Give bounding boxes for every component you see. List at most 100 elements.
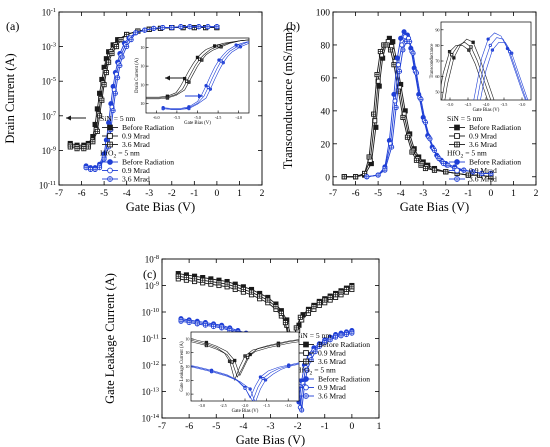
- legend-label-2-1-0: Before Radiation: [318, 375, 370, 384]
- data-point-1-0-9: [390, 39, 396, 45]
- inset-y-tick-label-0-3: 10: [140, 101, 144, 106]
- inset-point-1-3-3: [466, 135, 468, 137]
- legend-header-2-1: HfO2 = 5 nm: [296, 366, 336, 377]
- legend-label-0-1-2: 3.6 Mrad: [122, 175, 150, 184]
- inset-point-2-4-3: [72, 353, 74, 355]
- y-tick-label-1-0: 0: [325, 173, 330, 183]
- inset-point-0-0-18: [325, 36, 327, 38]
- inset-line-0-4: [163, 41, 249, 110]
- inset-x-tick-label-0-1: -5.5: [174, 115, 181, 120]
- inset-y-tick-label-2-1: 10: [185, 350, 189, 355]
- inset-point-2-3-6: [118, 355, 120, 357]
- inset-point-1-4-12: [532, 116, 534, 118]
- inset-point-2-5-6: [118, 356, 120, 358]
- inset-point-1-2-3: [427, 150, 429, 152]
- legend-label-0-0-2: 3.6 Mrad: [122, 140, 150, 149]
- inset-point-2-5-27: [349, 358, 351, 360]
- inset-point-0-4-9: [219, 59, 223, 63]
- inset-point-0-5-15: [274, 37, 276, 39]
- inset-x-tick-label-2-2: -2.0: [242, 403, 249, 408]
- inset-point-1-1-3: [429, 153, 431, 155]
- inset-point-1-1-9: [469, 45, 473, 49]
- panel-0: (a)-7 -6 -5 -4 -3 -2 -1 0 1 210-110-310-510-710-9…: [3, 7, 379, 214]
- x-tick-label-1-8: 1: [511, 189, 516, 199]
- y-tick-label-2-5: 10-13: [142, 386, 159, 397]
- inset-x-tick-label-1-1: -4.5: [465, 102, 472, 107]
- y-tick-label-2-0: 10-8: [145, 254, 159, 265]
- legend-label-0-1-0: Before Radiation: [122, 158, 174, 167]
- y-tick-label-2-1: 10-9: [145, 280, 159, 291]
- inset-line-1-3: [473, 32, 526, 100]
- x-tick-label-0-8: 1: [237, 189, 242, 199]
- x-tick-label-2-3: -4: [239, 422, 247, 432]
- inset-x-tick-label-0-0: -6.0: [153, 115, 160, 120]
- inset-y-tick-label-0-0: 10: [140, 45, 144, 50]
- inset-x-tick-label-1-3: -3.5: [501, 102, 508, 107]
- inset-0: -6.0 -5.5 -5.0 -4.5 -4.0 10 10 10 10 Gate Bias (V…: [135, 35, 379, 126]
- legend-label-2-0-0: Before Radiation: [318, 340, 370, 349]
- inset-point-0-3-15: [274, 37, 276, 39]
- inset-point-0-4-6: [206, 85, 210, 90]
- y-tick-label-0-0: 10-1: [42, 7, 56, 18]
- y-tick-label-0-2: 10-5: [42, 76, 56, 87]
- inset-point-2-2-9: [159, 335, 161, 337]
- inset-x-tick-label-2-0: -3.0: [198, 403, 205, 408]
- inset-point-2-1-15: [230, 360, 234, 364]
- legend-marker-1-0-1: [454, 133, 460, 139]
- legend-label-0-0-0: Before Radiation: [122, 123, 174, 132]
- x-tick-label-1-5: -2: [442, 189, 450, 199]
- x-axis-label-2: Gate Bias (V): [236, 433, 305, 447]
- inset-x-tick-label-0-3: -4.5: [215, 115, 222, 120]
- inset-line-2-3: [191, 362, 299, 399]
- inset-point-0-5-21: [377, 35, 379, 37]
- inset-x-axis-label-2: Gate Bias (V): [232, 409, 259, 414]
- inset-frame-1: [440, 21, 532, 101]
- inset-point-2-2-3: [66, 328, 68, 330]
- y-tick-label-1-2: 40: [321, 107, 331, 117]
- legend-label-1-1-1: 0.9 Mrad: [469, 166, 497, 175]
- inset-point-2-0-15: [233, 358, 237, 363]
- inset-point-2-3-9: [164, 360, 166, 362]
- inset-point-1-0-3: [431, 157, 433, 159]
- inset-series-2: [20, 327, 351, 401]
- data-point-1-3-6: [398, 35, 404, 41]
- inset-point-2-4-18: [261, 376, 265, 381]
- inset-y-tick-label-1-4: 50: [435, 90, 439, 95]
- inset-y-axis-label-1: Transconductance: [430, 44, 435, 79]
- inset-point-2-4-9: [164, 361, 166, 363]
- x-tick-label-2-0: -7: [158, 422, 166, 432]
- inset-y-tick-label-1-0: 90: [435, 27, 439, 32]
- inset-point-2-1-0: [20, 327, 22, 329]
- x-axis-label-0: Gate Bias (V): [126, 200, 195, 214]
- legend-marker-1-1-1: [454, 167, 460, 174]
- x-axis-label-1: Gate Bias (V): [400, 200, 469, 214]
- x-tick-label-1-0: -7: [329, 189, 337, 199]
- inset-line-0-3: [163, 41, 249, 109]
- y-tick-label-1-5: 100: [316, 9, 331, 19]
- arrow-right-a-inset-head: [198, 93, 203, 99]
- panel-2: (c)-7 -6 -5 -4 -3 -2 -1 0 110-810-910-1010-1110-…: [20, 254, 382, 447]
- inset-line-1-1: [441, 41, 492, 100]
- data-point-1-4-5: [395, 62, 401, 68]
- inset-y-tick-label-0-2: 10: [140, 82, 144, 87]
- x-tick-label-1-3: -4: [397, 189, 405, 199]
- panel-0-label: (a): [6, 19, 19, 33]
- inset-point-2-5-3: [72, 353, 74, 355]
- inset-point-0-0-9: [195, 55, 200, 60]
- inset-point-2-4-0: [25, 350, 27, 352]
- data-point-1-3-5: [394, 55, 400, 61]
- inset-y-tick-label-1-1: 80: [435, 43, 439, 48]
- inset-series-0: [146, 35, 379, 111]
- legend-marker-0-1-1: [107, 167, 113, 174]
- inset-line-1-0: [444, 38, 495, 100]
- x-tick-label-2-1: -6: [185, 422, 193, 432]
- legend-header-0-0: SiN = 5 nm: [100, 114, 135, 123]
- x-tick-label-0-3: -4: [123, 189, 131, 199]
- series-layer-0: [67, 24, 220, 172]
- inset-point-2-5-0: [25, 351, 27, 353]
- inset-point-2-0-9: [159, 333, 161, 335]
- inset-point-0-4-15: [274, 37, 276, 39]
- inset-point-2-4-27: [349, 357, 351, 359]
- inset-y-tick-label-2-4: 10: [185, 392, 189, 397]
